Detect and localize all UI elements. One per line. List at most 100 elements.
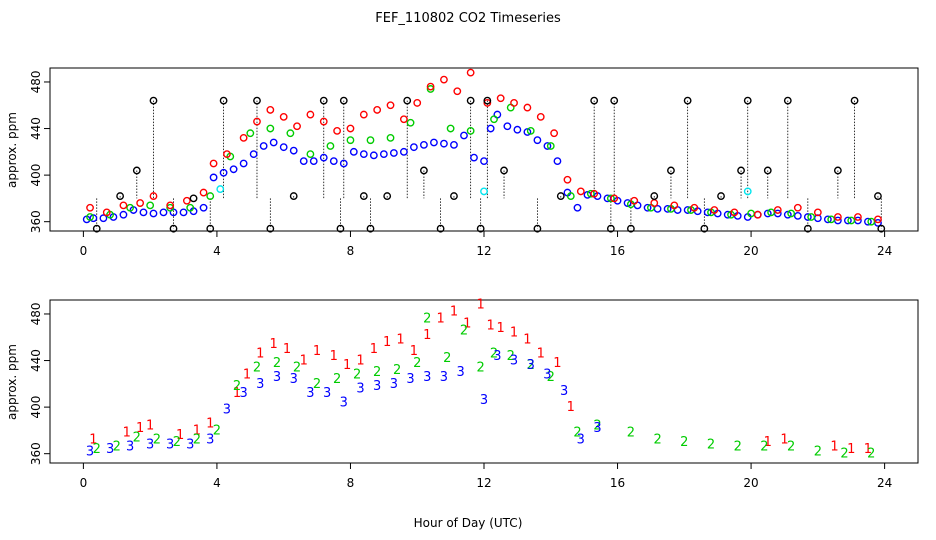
data-point	[610, 96, 619, 105]
data-point-label: 2	[443, 351, 451, 366]
data-point	[623, 199, 632, 207]
data-point	[763, 209, 772, 218]
data-point	[89, 214, 98, 223]
data-point	[874, 192, 882, 200]
data-point	[223, 150, 231, 159]
data-point-label: 2	[593, 419, 601, 434]
x-tick-label: 12	[476, 244, 491, 258]
data-point	[373, 106, 382, 114]
data-point	[349, 147, 358, 156]
data-point-label: 2	[213, 423, 221, 438]
data-point-label: 2	[527, 358, 535, 373]
data-point	[767, 208, 776, 217]
data-point	[399, 147, 408, 156]
data-point	[383, 192, 392, 200]
data-point-label: 1	[193, 423, 201, 438]
data-point-label: 2	[507, 349, 515, 364]
data-point-label: 3	[560, 384, 568, 399]
data-point	[486, 124, 495, 133]
data-point-label: 2	[293, 361, 301, 376]
data-point	[346, 124, 355, 133]
data-point	[783, 96, 792, 105]
data-point	[266, 124, 275, 133]
data-point-label: 1	[313, 344, 321, 359]
data-point-label: 1	[256, 347, 264, 362]
data-point	[466, 68, 475, 77]
data-point	[643, 203, 652, 212]
data-point-label: 3	[543, 368, 551, 383]
x-tick-label: 20	[743, 476, 758, 490]
data-point-label: 1	[537, 347, 545, 362]
data-point	[807, 213, 816, 221]
data-point	[803, 213, 812, 221]
data-point	[399, 115, 408, 124]
data-point	[306, 110, 315, 119]
data-point	[430, 138, 438, 147]
data-point-label: 1	[410, 344, 418, 359]
data-point-label: 2	[153, 433, 161, 448]
data-point	[339, 96, 348, 105]
y-tick-label: 480	[29, 71, 43, 94]
data-point	[199, 188, 208, 197]
data-point-label: 3	[390, 377, 398, 392]
data-point	[266, 106, 275, 114]
x-axis-bottom: 0 4 8 12 16 20 24	[80, 463, 892, 490]
data-point	[119, 201, 128, 210]
data-point	[293, 122, 301, 131]
data-point	[219, 168, 228, 177]
data-point	[536, 113, 545, 121]
data-point	[309, 157, 318, 166]
data-point	[440, 139, 448, 148]
data-point	[576, 187, 585, 196]
data-point	[566, 192, 575, 200]
data-point	[496, 94, 505, 103]
data-point	[513, 125, 522, 134]
data-point	[753, 210, 762, 219]
x-tick-label: 16	[610, 244, 625, 258]
data-point	[413, 99, 422, 107]
data-point	[453, 87, 462, 96]
data-point	[703, 208, 712, 217]
data-point	[743, 187, 752, 196]
data-point	[319, 117, 328, 126]
y-axis-top: 360 400 440 480	[29, 71, 50, 233]
data-point-label: 2	[707, 437, 715, 452]
x-tick-label: 16	[610, 476, 625, 490]
data-point	[793, 211, 802, 220]
data-point	[630, 196, 639, 205]
data-point-label: 2	[627, 426, 635, 441]
data-point	[683, 96, 692, 105]
data-point	[269, 138, 278, 147]
data-point-label: 2	[173, 435, 181, 450]
y-axis-label-top: approx. ppm	[5, 112, 19, 188]
data-point-label: 3	[356, 381, 364, 396]
data-point	[533, 136, 542, 145]
y-tick-label: 400	[29, 164, 43, 187]
data-point-label: 1	[370, 342, 378, 357]
data-point-label: 2	[490, 347, 498, 362]
data-point	[550, 129, 559, 138]
data-point	[306, 150, 315, 159]
reference-stems-top	[96, 100, 882, 229]
data-point	[266, 224, 275, 233]
data-point	[336, 224, 345, 233]
data-point-label: 3	[306, 386, 314, 401]
data-point	[690, 203, 699, 212]
data-point-label: 2	[760, 440, 768, 455]
x-tick-label: 0	[80, 244, 88, 258]
data-point	[450, 140, 458, 149]
data-point	[166, 201, 175, 210]
data-point	[483, 96, 492, 105]
data-point	[737, 166, 745, 175]
data-point	[450, 192, 458, 200]
data-point	[573, 203, 582, 212]
data-point	[179, 208, 188, 217]
data-point	[139, 208, 148, 217]
data-point	[483, 99, 492, 107]
data-point	[626, 224, 635, 233]
data-point-label: 2	[547, 370, 555, 385]
data-point	[526, 126, 535, 135]
data-point	[186, 203, 195, 212]
